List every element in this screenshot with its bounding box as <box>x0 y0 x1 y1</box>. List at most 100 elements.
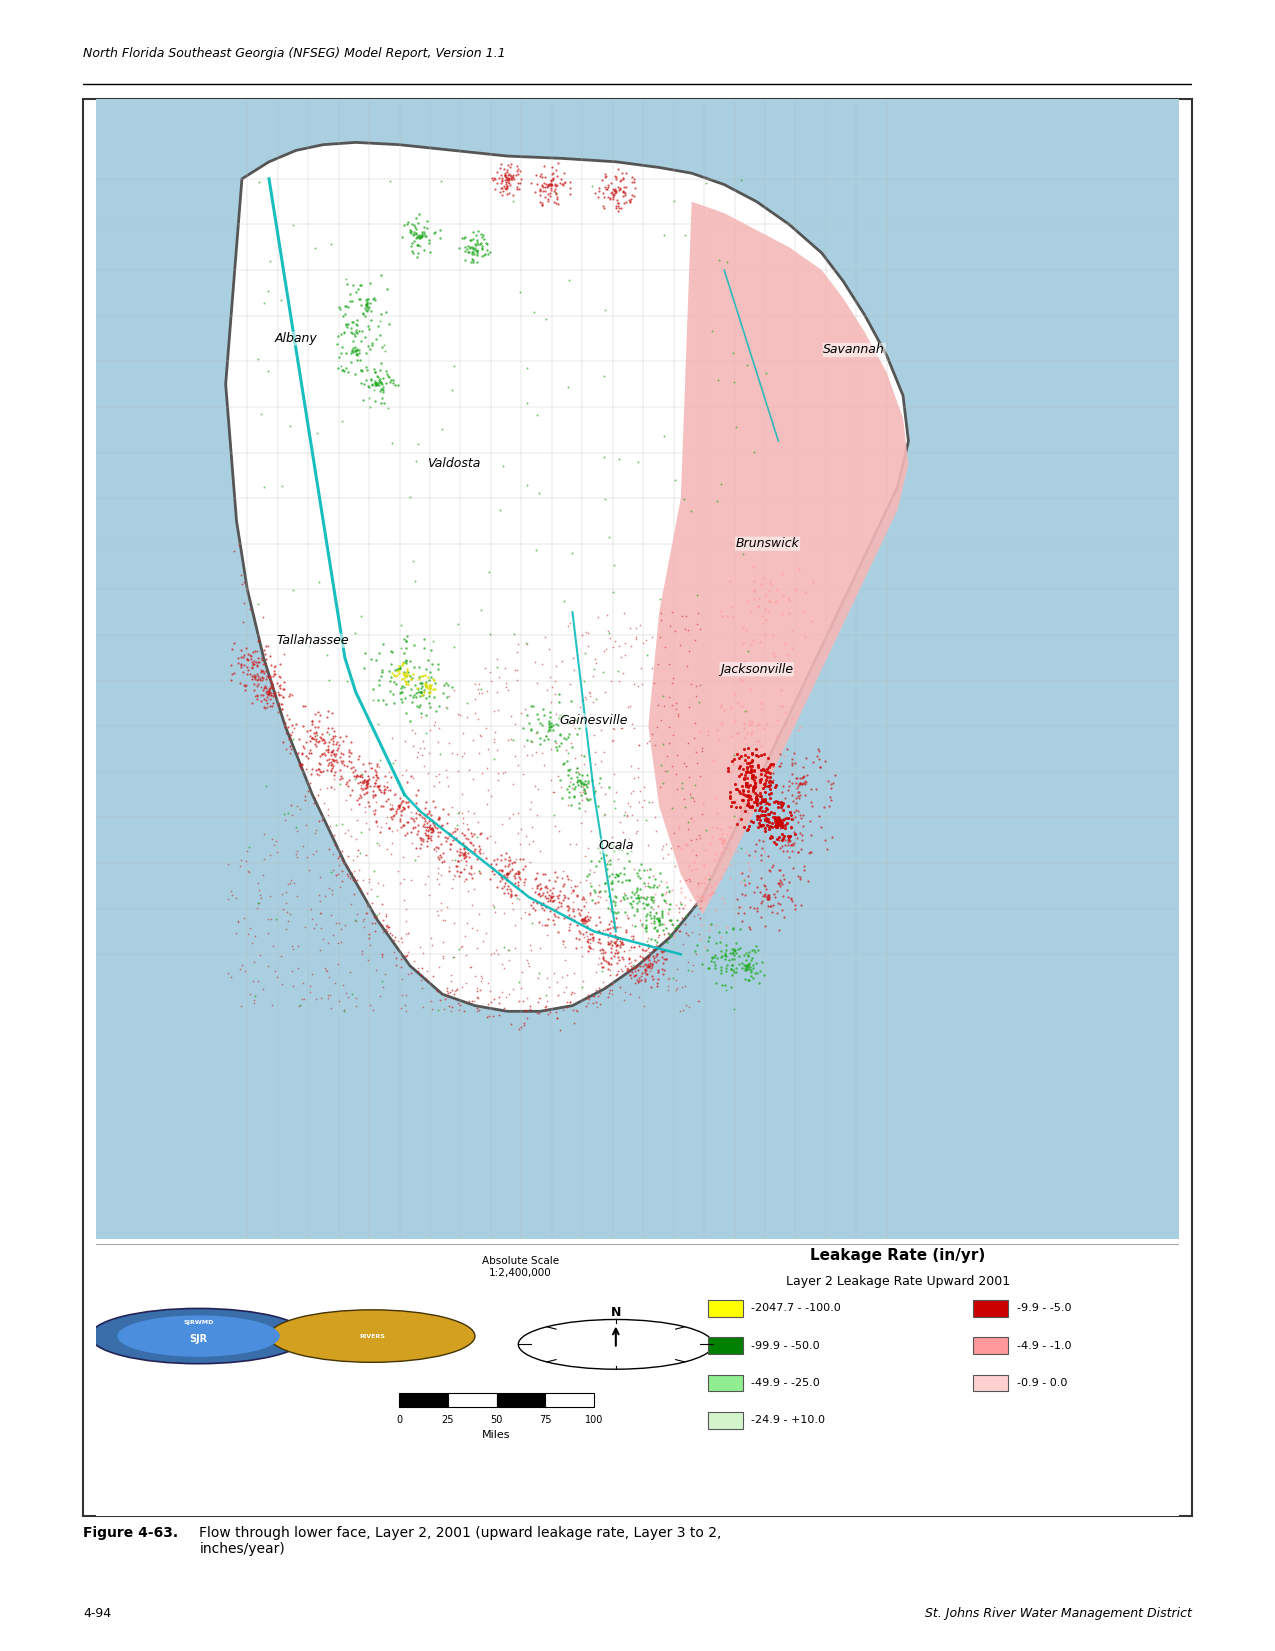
Point <box>394 641 414 667</box>
Point <box>391 761 412 788</box>
Point <box>332 740 352 766</box>
Point <box>414 819 435 845</box>
Point <box>513 959 533 986</box>
Point <box>426 697 446 723</box>
Point <box>773 797 793 824</box>
Point <box>402 218 422 244</box>
Point <box>770 740 790 766</box>
Point <box>742 763 762 789</box>
Point <box>598 173 618 200</box>
Point <box>349 763 370 789</box>
Point <box>456 910 477 936</box>
Point <box>254 693 274 720</box>
Point <box>301 761 321 788</box>
Point <box>590 938 611 964</box>
Point <box>259 642 279 669</box>
Point <box>344 334 365 360</box>
Point <box>292 740 312 766</box>
Point <box>589 883 609 910</box>
Point <box>737 774 757 801</box>
Point <box>354 296 375 322</box>
Point <box>534 624 555 650</box>
Point <box>737 967 757 994</box>
Point <box>441 376 462 403</box>
Point <box>663 721 683 748</box>
Point <box>370 819 390 845</box>
Point <box>397 636 417 662</box>
Point <box>505 865 525 892</box>
Point <box>347 335 367 362</box>
Point <box>390 655 411 682</box>
Point <box>356 296 376 322</box>
Point <box>411 692 431 718</box>
Point <box>500 859 520 885</box>
Point <box>260 667 280 693</box>
Point <box>544 903 565 930</box>
Point <box>421 819 441 845</box>
Point <box>629 763 649 789</box>
Point <box>743 627 764 654</box>
Point <box>732 756 752 783</box>
Point <box>660 908 681 934</box>
Point <box>495 173 515 200</box>
Point <box>607 939 627 966</box>
Point <box>247 627 268 654</box>
Point <box>729 893 750 920</box>
Point <box>788 809 808 835</box>
Point <box>394 211 414 238</box>
Point <box>377 804 398 830</box>
Point <box>371 376 391 403</box>
Point <box>356 809 376 835</box>
Point <box>762 852 783 878</box>
Point <box>632 629 653 655</box>
Point <box>306 721 326 748</box>
Point <box>538 172 558 198</box>
Point <box>399 218 419 244</box>
Point <box>366 371 386 398</box>
Point <box>346 986 366 1012</box>
Point <box>669 814 690 840</box>
Point <box>357 291 377 317</box>
Text: SJRWMD: SJRWMD <box>184 1319 214 1324</box>
Point <box>394 794 414 821</box>
Point <box>701 944 722 971</box>
Point <box>504 188 524 215</box>
Point <box>746 789 766 816</box>
Point <box>627 885 648 911</box>
Point <box>528 872 548 898</box>
Point <box>473 221 493 248</box>
Point <box>686 672 706 698</box>
Point <box>687 931 708 958</box>
Point <box>687 900 708 926</box>
Point <box>736 958 756 984</box>
Point <box>300 723 320 750</box>
Point <box>417 814 437 840</box>
Point <box>778 832 798 859</box>
Point <box>245 684 265 710</box>
Point <box>325 812 346 839</box>
Point <box>640 875 660 901</box>
Point <box>297 844 317 870</box>
Point <box>733 725 754 751</box>
Point <box>741 944 761 971</box>
Point <box>667 741 687 768</box>
Point <box>592 717 612 743</box>
Point <box>506 860 527 887</box>
Point <box>448 849 468 875</box>
Point <box>346 279 366 305</box>
Point <box>398 792 418 819</box>
Point <box>747 712 768 738</box>
Point <box>314 791 334 817</box>
Point <box>247 967 268 994</box>
Point <box>762 621 783 647</box>
Point <box>734 797 755 824</box>
Point <box>676 903 696 930</box>
Point <box>750 794 770 821</box>
Point <box>463 236 483 263</box>
Point <box>320 750 340 776</box>
Point <box>371 941 391 967</box>
Point <box>446 839 467 865</box>
Point <box>631 655 652 682</box>
Point <box>598 984 618 1010</box>
Point <box>413 682 434 708</box>
